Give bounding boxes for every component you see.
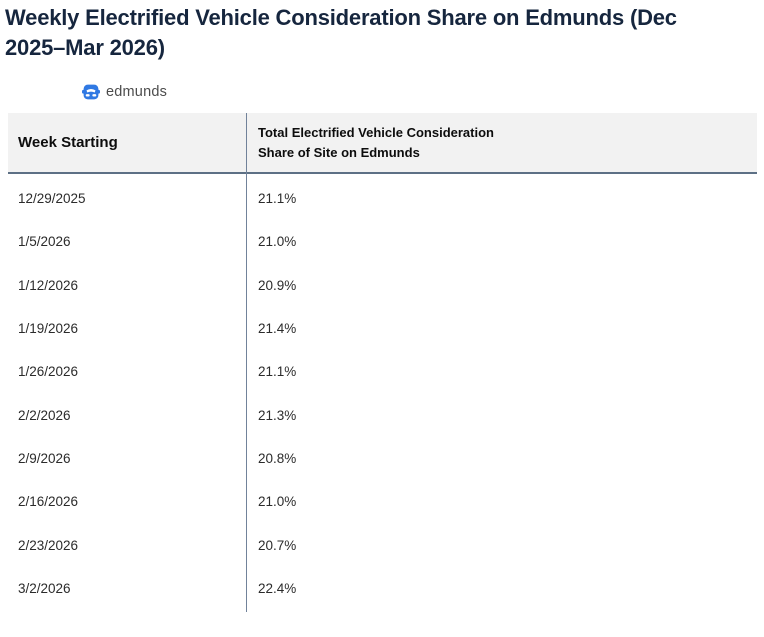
week-starting-cell: 3/2/2026 xyxy=(18,580,71,596)
share-value-cell: 22.4% xyxy=(258,580,297,596)
week-starting-cell: 1/26/2026 xyxy=(18,364,79,380)
header-week-starting: Week Starting xyxy=(18,134,118,151)
week-starting-cell: 2/2/2026 xyxy=(18,407,71,423)
page-title-line-2: 2025–Mar 2026) xyxy=(5,35,165,60)
table-body: 12/29/2025 21.1% 1/5/2026 21.0% 1/12/202… xyxy=(8,174,757,612)
share-value-cell: 21.4% xyxy=(258,321,297,337)
column-divider xyxy=(246,113,247,612)
table-header-row: Week Starting Total Electrified Vehicle … xyxy=(8,113,757,174)
table-row: 2/23/2026 20.7% xyxy=(8,523,757,566)
table-row: 1/19/2026 21.4% xyxy=(8,307,757,350)
week-starting-cell: 12/29/2025 xyxy=(18,191,86,207)
page-title: Weekly Electrified Vehicle Consideration… xyxy=(0,0,764,63)
header-share-line-1: Total Electrified Vehicle Consideration xyxy=(258,124,494,140)
week-starting-cell: 1/19/2026 xyxy=(18,321,79,337)
edmunds-brand-text: edmunds xyxy=(106,83,168,100)
consideration-share-table: Week Starting Total Electrified Vehicle … xyxy=(8,113,757,612)
week-starting-cell: 1/5/2026 xyxy=(18,234,71,250)
page-title-line-1: Weekly Electrified Vehicle Consideration… xyxy=(5,5,677,30)
share-value-cell: 21.1% xyxy=(258,364,297,380)
share-value-cell: 20.7% xyxy=(258,537,297,553)
table-row: 1/26/2026 21.1% xyxy=(8,350,757,393)
share-value-cell: 21.1% xyxy=(258,191,297,207)
header-consideration-share: Total Electrified Vehicle Consideration … xyxy=(246,123,757,163)
share-value-cell: 21.0% xyxy=(258,234,297,250)
header-share-line-2: Share of Site on Edmunds xyxy=(258,144,420,160)
car-icon xyxy=(82,84,100,100)
table-row: 3/2/2026 22.4% xyxy=(8,567,757,610)
edmunds-logo: edmunds xyxy=(82,83,764,100)
share-value-cell: 21.0% xyxy=(258,494,297,510)
table-row: 2/2/2026 21.3% xyxy=(8,393,757,436)
table-row: 1/12/2026 20.9% xyxy=(8,264,757,307)
share-value-cell: 20.9% xyxy=(258,277,297,293)
share-value-cell: 21.3% xyxy=(258,407,297,423)
share-value-cell: 20.8% xyxy=(258,450,297,466)
week-starting-cell: 2/23/2026 xyxy=(18,537,79,553)
table-row: 2/16/2026 21.0% xyxy=(8,480,757,523)
week-starting-cell: 2/9/2026 xyxy=(18,450,71,466)
week-starting-cell: 1/12/2026 xyxy=(18,277,79,293)
table-row: 1/5/2026 21.0% xyxy=(8,220,757,263)
table-row: 12/29/2025 21.1% xyxy=(8,177,757,220)
week-starting-cell: 2/16/2026 xyxy=(18,494,79,510)
table-row: 2/9/2026 20.8% xyxy=(8,437,757,480)
